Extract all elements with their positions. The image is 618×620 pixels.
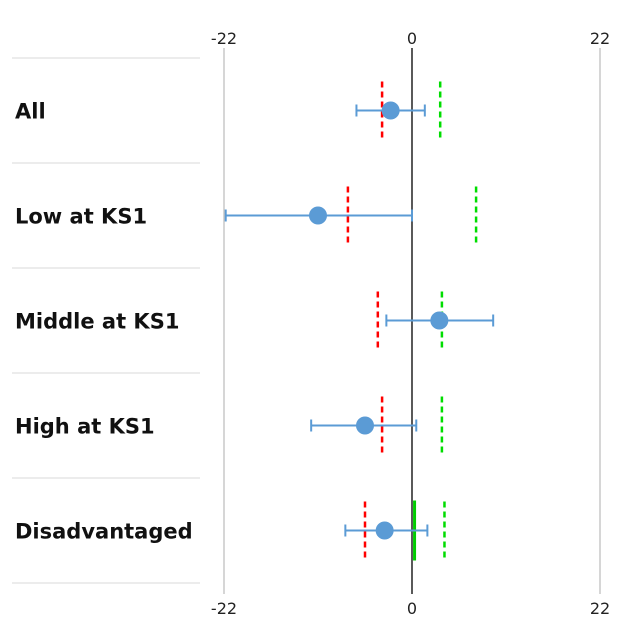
category-label: Disadvantaged [15,520,193,544]
point-layer [224,101,495,540]
grid-layer [12,48,601,594]
x-tick-label-bottom: 0 [407,599,417,618]
data-point [309,206,327,225]
x-tick-label-bottom: 22 [590,599,610,618]
x-tick-label-bottom: -22 [211,599,237,618]
category-label: High at KS1 [15,415,155,439]
data-point [381,101,400,120]
category-label: All [15,100,46,124]
x-tick-label-top: 22 [590,29,610,48]
data-point [430,311,449,330]
label-layer: -22 -22 0 0 22 22 All Low at KS1 Middle at KS1 Hi… [15,29,610,618]
data-point [375,521,394,540]
category-label: Low at KS1 [15,205,147,229]
data-point [356,416,374,435]
x-tick-label-top: -22 [211,29,237,48]
category-label: Middle at KS1 [15,310,179,334]
x-tick-label-top: 0 [407,29,417,48]
